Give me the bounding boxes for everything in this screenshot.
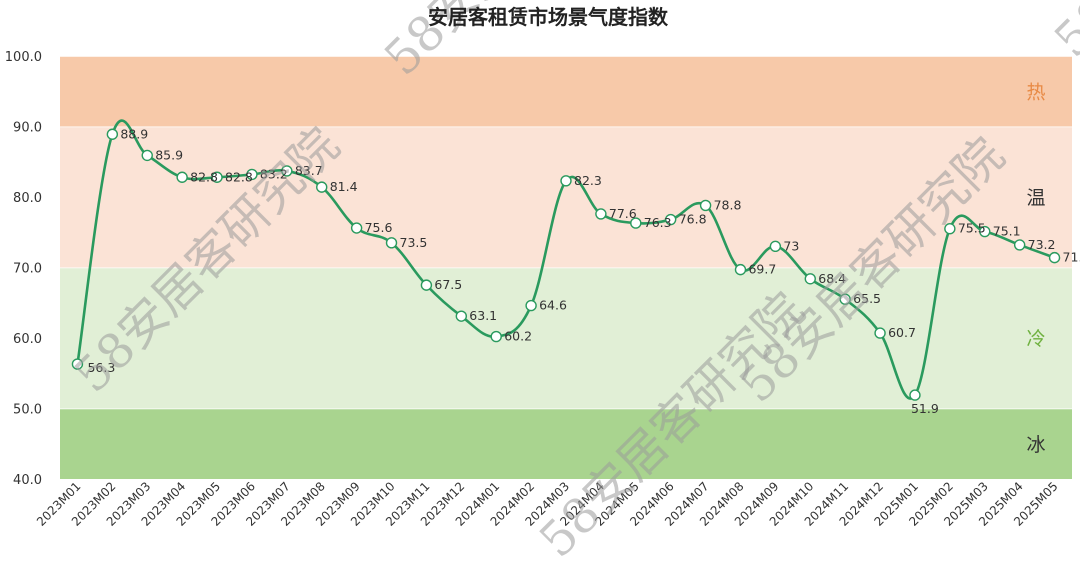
data-point xyxy=(734,263,747,276)
data-point xyxy=(1048,251,1061,264)
data-point xyxy=(246,168,258,181)
data-point xyxy=(909,389,921,401)
data-label: 82.3 xyxy=(574,173,602,188)
data-point xyxy=(944,223,956,235)
y-axis: 40.0 50.0 60.0 70.0 80.0 90.0 100.0 xyxy=(5,50,42,488)
zone-band xyxy=(60,408,1072,479)
data-point xyxy=(804,273,816,285)
data-label: 75.5 xyxy=(958,221,986,236)
data-point xyxy=(455,310,468,322)
data-point xyxy=(560,175,572,187)
zone-label: 冰 xyxy=(1026,434,1045,456)
data-point xyxy=(595,208,607,220)
data-label: 78.8 xyxy=(714,197,742,212)
data-point xyxy=(839,293,851,305)
data-label: 88.9 xyxy=(120,126,148,141)
zone-band xyxy=(60,267,1072,409)
zone-band xyxy=(60,56,1072,127)
data-label: 65.5 xyxy=(853,291,881,306)
y-tick-label: 60.0 xyxy=(13,332,42,347)
data-point xyxy=(106,128,119,140)
data-point xyxy=(385,237,398,249)
data-label: 51.9 xyxy=(911,401,939,416)
data-point xyxy=(664,213,677,226)
data-point xyxy=(525,299,537,312)
y-tick-label: 70.0 xyxy=(13,262,42,277)
zone-label: 冷 xyxy=(1026,328,1045,350)
data-label: 63.1 xyxy=(469,308,497,323)
data-label: 81.4 xyxy=(330,179,358,194)
data-label: 71.4 xyxy=(1063,250,1080,265)
data-label: 85.9 xyxy=(155,147,183,162)
data-point xyxy=(979,225,991,238)
data-point xyxy=(350,222,363,234)
data-label: 82.8 xyxy=(225,169,253,184)
data-point xyxy=(699,199,712,212)
y-tick-label: 100.0 xyxy=(5,50,42,65)
data-label: 60.2 xyxy=(504,329,532,344)
data-label: 68.4 xyxy=(818,271,846,286)
data-label: 73.2 xyxy=(1028,237,1056,252)
data-point xyxy=(769,240,782,253)
zone-band xyxy=(60,126,1072,268)
data-label: 67.5 xyxy=(434,277,462,292)
data-label: 83.7 xyxy=(295,163,323,178)
data-point xyxy=(490,330,502,343)
y-tick-label: 40.0 xyxy=(13,473,42,488)
chart-title: 安居客租赁市场景气度指数 xyxy=(428,5,669,29)
data-label: 56.3 xyxy=(87,360,115,375)
data-label: 75.1 xyxy=(993,224,1021,239)
data-labels: 56.3 88.9 85.9 82.8 82.8 83.2 83.7 81.4 75.6 73.5… xyxy=(87,126,1080,416)
y-tick-label: 80.0 xyxy=(13,191,42,206)
data-point xyxy=(281,165,293,177)
data-point xyxy=(71,358,84,370)
data-point xyxy=(176,171,188,183)
data-label: 76.8 xyxy=(679,212,707,227)
y-tick-label: 50.0 xyxy=(13,403,42,418)
data-label: 75.6 xyxy=(365,220,393,235)
data-point xyxy=(316,181,328,193)
data-point xyxy=(1013,239,1026,251)
zone-label: 热 xyxy=(1026,81,1045,103)
data-label: 73.5 xyxy=(400,235,428,250)
data-label: 76.3 xyxy=(644,215,672,230)
data-label: 60.7 xyxy=(888,325,916,340)
y-tick-label: 90.0 xyxy=(13,121,42,136)
data-point xyxy=(874,327,886,339)
data-label: 69.7 xyxy=(748,262,776,277)
data-point xyxy=(141,149,153,162)
data-point xyxy=(211,171,223,183)
data-label: 64.6 xyxy=(539,298,567,313)
data-label: 77.6 xyxy=(609,206,637,221)
data-point xyxy=(420,279,433,291)
zone-label: 温 xyxy=(1026,187,1045,209)
data-label: 82.8 xyxy=(190,169,218,184)
zone-bands xyxy=(60,55,1072,479)
data-label: 83.2 xyxy=(260,166,288,181)
data-points xyxy=(71,128,1061,401)
data-label: 73 xyxy=(783,238,799,253)
data-point xyxy=(630,217,642,229)
